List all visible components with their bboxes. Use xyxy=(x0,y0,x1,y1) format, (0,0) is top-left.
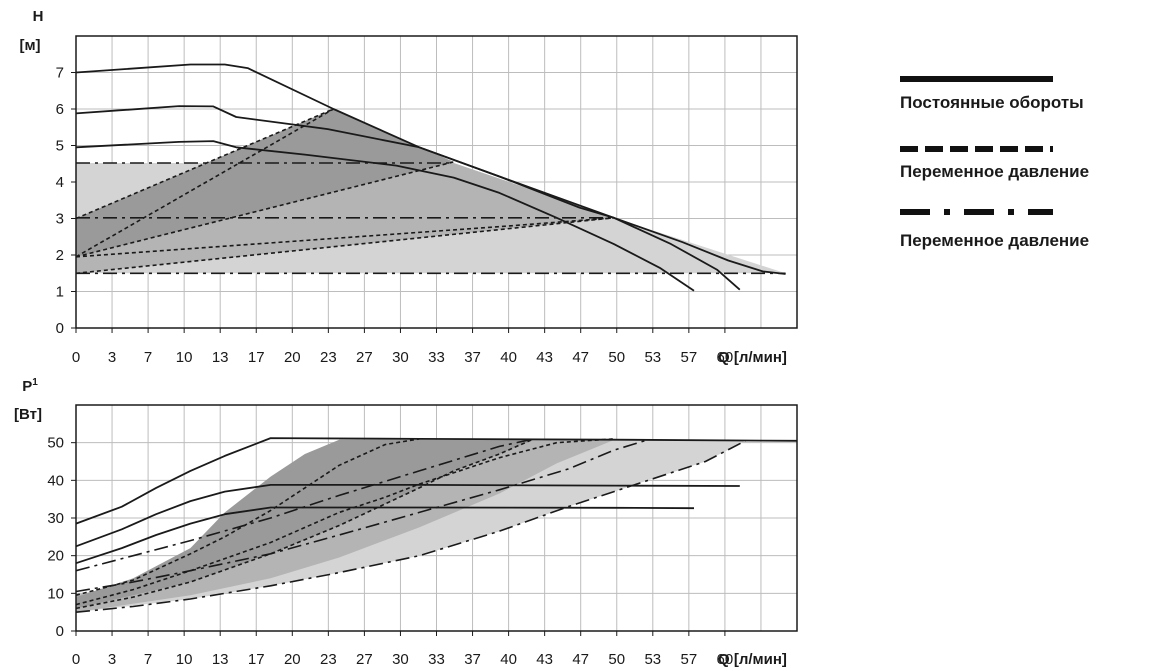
y-axis-unit: [м] xyxy=(19,37,40,54)
y-tick-label: 0 xyxy=(56,320,64,337)
x-tick-label: 7 xyxy=(144,349,152,366)
legend-dashed-label: Переменное давление xyxy=(900,162,1089,181)
series-dashed-line xyxy=(75,161,454,258)
x-axis-label: Q [л/мин] xyxy=(718,651,787,668)
x-tick-label: 43 xyxy=(536,349,553,366)
y-tick-label: 3 xyxy=(56,211,64,228)
y-axis-unit: [Вт] xyxy=(14,406,42,423)
x-tick-label: 7 xyxy=(144,651,152,668)
legend: Постоянные обороты Переменное давление П… xyxy=(900,76,1089,250)
x-tick-label: 23 xyxy=(320,651,337,668)
y-tick-label: 10 xyxy=(47,585,64,602)
series-dashed-line xyxy=(75,217,614,258)
x-tick-label: 57 xyxy=(681,349,698,366)
series-dashed-line xyxy=(75,438,614,606)
x-tick-label: 20 xyxy=(284,651,301,668)
series-dashdot-line xyxy=(75,438,649,593)
y-tick-label: 4 xyxy=(56,174,64,191)
series-dashed-line xyxy=(75,108,334,258)
series-solid-line xyxy=(75,140,695,292)
x-tick-label: 23 xyxy=(320,349,337,366)
x-tick-label: 37 xyxy=(464,349,481,366)
x-tick-label: 50 xyxy=(608,349,625,366)
y-tick-label: 1 xyxy=(56,284,64,301)
y-tick-label: 6 xyxy=(56,101,64,118)
y-tick-label: 20 xyxy=(47,548,64,565)
series-dashed-line xyxy=(75,108,334,220)
x-tick-label: 10 xyxy=(176,349,193,366)
y-axis-title: H xyxy=(33,8,44,25)
series-dashed-line xyxy=(75,438,420,596)
region-mid xyxy=(76,109,614,274)
region-dark xyxy=(76,109,454,257)
series-solid-line xyxy=(75,506,695,565)
x-tick-label: 47 xyxy=(572,651,589,668)
x-tick-label: 57 xyxy=(681,651,698,668)
x-tick-label: 53 xyxy=(644,651,661,668)
y-tick-label: 5 xyxy=(56,138,64,155)
y-tick-label: 2 xyxy=(56,247,64,264)
x-tick-label: 17 xyxy=(248,651,265,668)
x-tick-label: 27 xyxy=(356,651,373,668)
x-tick-label: 47 xyxy=(572,349,589,366)
series-dashed-line xyxy=(75,217,614,275)
x-tick-label: 33 xyxy=(428,349,445,366)
x-tick-label: 40 xyxy=(500,651,517,668)
power-chart: 0 3 7 10 13 17 20 23 27 30 33 37 40 43 47 50 53 57 6001020… xyxy=(14,377,798,668)
x-tick-label: 37 xyxy=(464,651,481,668)
x-tick-label: 30 xyxy=(392,349,409,366)
x-tick-label: 0 xyxy=(72,651,80,668)
head-chart: 0 3 7 10 13 17 20 23 27 30 33 37 40 43 47 50 53 57 6001234… xyxy=(19,8,798,366)
x-tick-label: 40 xyxy=(500,349,517,366)
x-tick-label: 17 xyxy=(248,349,265,366)
y-tick-label: 50 xyxy=(47,435,64,452)
y-tick-label: 7 xyxy=(56,65,64,82)
series-solid-line xyxy=(75,437,798,525)
x-tick-label: 3 xyxy=(108,651,116,668)
x-tick-label: 13 xyxy=(212,651,229,668)
x-tick-label: 20 xyxy=(284,349,301,366)
region-dark xyxy=(76,439,534,609)
x-tick-label: 50 xyxy=(608,651,625,668)
x-axis-label: Q [л/мин] xyxy=(718,349,787,366)
x-tick-label: 27 xyxy=(356,349,373,366)
series-dashdot-line xyxy=(75,438,534,572)
x-tick-label: 43 xyxy=(536,651,553,668)
y-axis-title: P1 xyxy=(22,377,38,395)
y-tick-label: 40 xyxy=(47,472,64,489)
x-tick-label: 53 xyxy=(644,349,661,366)
x-tick-label: 3 xyxy=(108,349,116,366)
series-dashed-line xyxy=(75,438,535,610)
x-tick-label: 10 xyxy=(176,651,193,668)
x-tick-label: 13 xyxy=(212,349,229,366)
x-tick-label: 60 xyxy=(717,651,734,668)
legend-dashdot-label: Переменное давление xyxy=(900,231,1089,250)
x-tick-label: 0 xyxy=(72,349,80,366)
x-tick-label: 33 xyxy=(428,651,445,668)
y-tick-label: 0 xyxy=(56,623,64,640)
x-tick-label: 60 xyxy=(717,349,734,366)
x-tick-label: 30 xyxy=(392,651,409,668)
series-solid-line xyxy=(75,105,741,291)
series-solid-line xyxy=(75,483,740,548)
legend-solid-label: Постоянные обороты xyxy=(900,93,1084,112)
y-tick-label: 30 xyxy=(47,510,64,527)
